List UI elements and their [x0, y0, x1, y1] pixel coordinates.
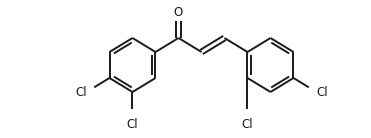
Text: Cl: Cl [316, 86, 328, 99]
Text: O: O [174, 6, 183, 18]
Text: Cl: Cl [242, 118, 253, 131]
Text: Cl: Cl [127, 118, 138, 131]
Text: Cl: Cl [75, 86, 86, 99]
